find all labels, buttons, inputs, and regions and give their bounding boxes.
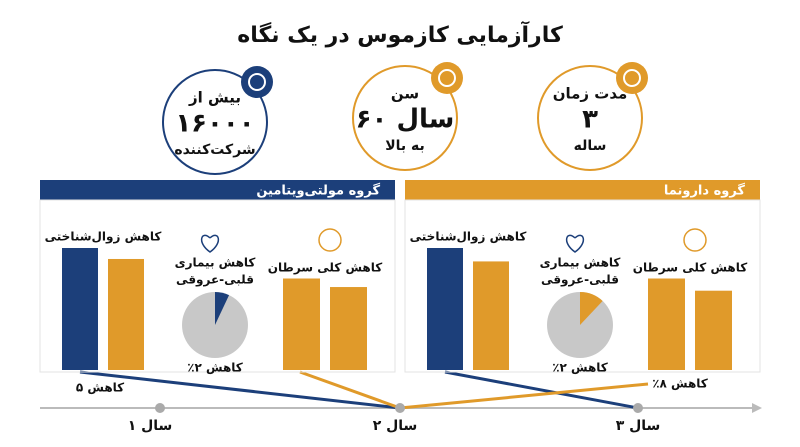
pie-slice — [215, 292, 230, 325]
cancer-icon — [318, 228, 342, 252]
connector — [299, 370, 401, 410]
connector — [79, 370, 401, 410]
bar — [283, 278, 320, 370]
callout: ۵ کاهش — [76, 381, 124, 395]
pie-label: قلبی-عروقی — [541, 273, 619, 288]
timeline-arrow — [752, 403, 762, 413]
stat-icon — [616, 62, 648, 94]
stat-icon — [431, 62, 463, 94]
bar-label: کاهش کلی سرطان — [268, 261, 382, 275]
pie-slice — [580, 292, 603, 325]
pie-note: ٪۲ کاهش — [552, 361, 608, 375]
pie-label: کاهش بیماری — [175, 256, 256, 270]
bar-label: کاهش زوال‌شناختی — [410, 230, 527, 245]
stat-icon-glyph — [623, 69, 641, 87]
stat-text: مدت زمان — [553, 85, 628, 103]
group-name: گروه مولتی‌ویتامین — [256, 183, 380, 199]
pie-label: قلبی-عروقی — [176, 273, 254, 288]
heart-icon — [565, 234, 585, 253]
heart-icon — [200, 234, 220, 253]
stat-text: ۶۰ سال — [356, 105, 455, 135]
bar — [330, 287, 367, 370]
pie-label: کاهش بیماری — [540, 256, 621, 270]
bar — [695, 290, 732, 370]
group-panel — [404, 199, 761, 373]
callout: ٪۸ کاهش — [652, 377, 708, 391]
stat-text: ۱۶۰۰۰ — [175, 109, 254, 139]
stat-icon — [241, 66, 273, 98]
bar — [108, 258, 144, 370]
pie-note: ٪۲ کاهش — [187, 361, 243, 375]
timeline-label: سال ۱ — [128, 418, 173, 434]
timeline-label: سال ۳ — [616, 418, 661, 434]
timeline-dot — [155, 403, 165, 413]
group-header — [40, 180, 395, 200]
bar — [473, 261, 509, 370]
bar — [427, 248, 463, 370]
stat-circle — [352, 65, 458, 171]
stat-icon-glyph — [438, 69, 456, 87]
cancer-icon — [683, 228, 707, 252]
bar-label: کاهش کلی سرطان — [633, 261, 747, 275]
stat-text: به بالا — [385, 138, 425, 154]
stat-text: بیش از — [188, 89, 241, 107]
stat-text: سن — [391, 85, 419, 103]
stat-text: شرکت‌کننده — [174, 142, 255, 158]
connector — [444, 370, 639, 410]
stat-icon-glyph — [248, 73, 266, 91]
connector — [399, 382, 649, 410]
group-name: گروه دارونما — [664, 183, 746, 199]
timeline-dot — [633, 403, 643, 413]
stat-text: ساله — [574, 138, 607, 154]
stat-circle — [537, 65, 643, 171]
group-panel — [39, 199, 396, 373]
bar — [62, 248, 98, 370]
bar — [648, 278, 685, 370]
timeline-dot — [395, 403, 405, 413]
stat-circle — [162, 69, 268, 175]
stat-text: ۳ — [582, 105, 598, 135]
bar-label: کاهش زوال‌شناختی — [45, 230, 162, 245]
group-header — [405, 180, 760, 200]
timeline-label: سال ۲ — [373, 418, 418, 434]
title: کارآزمایی کازموس در یک نگاه — [237, 20, 563, 48]
